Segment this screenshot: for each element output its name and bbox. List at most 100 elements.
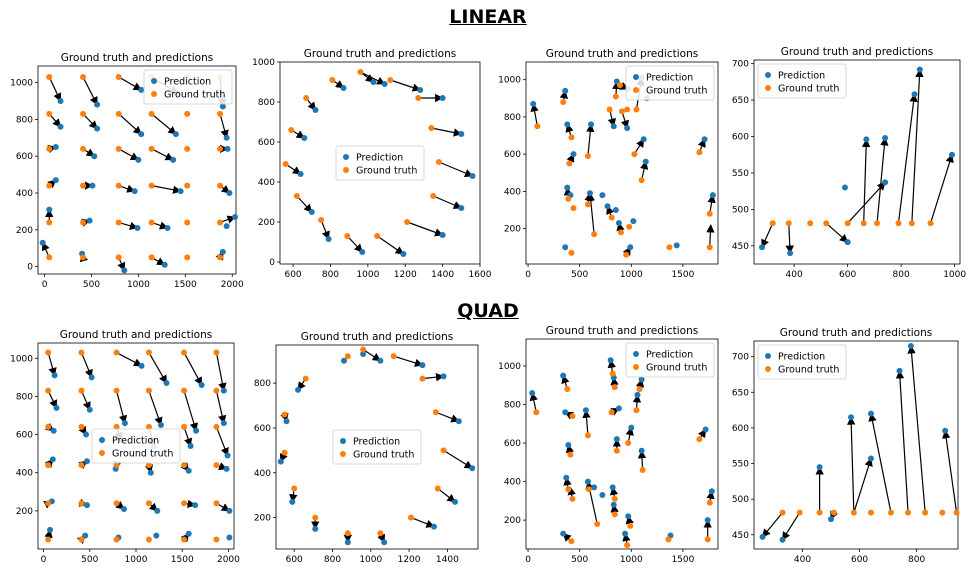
ground-truth-point (113, 536, 120, 543)
prediction-point (530, 100, 537, 107)
ground-truth-point (844, 220, 851, 227)
error-arrow (782, 512, 801, 541)
legend-label: Prediction (778, 352, 825, 363)
ground-truth-point (638, 177, 645, 184)
legend-label: Ground truth (646, 363, 707, 374)
x-tick-label: 500 (571, 270, 588, 280)
ground-truth-point (303, 95, 310, 101)
ground-truth-point (796, 509, 803, 516)
prediction-point (295, 386, 302, 393)
ground-truth-point (823, 220, 830, 227)
prediction-point (89, 182, 96, 189)
prediction-point (226, 190, 233, 197)
plot-area (275, 344, 479, 550)
legend-label: Ground truth (778, 365, 839, 376)
x-tick-label: 500 (81, 555, 98, 565)
prediction-point (458, 131, 465, 137)
legend: Prediction Ground truth (143, 69, 233, 105)
prediction-point (615, 220, 622, 227)
y-tick-label: 600 (732, 424, 749, 434)
x-tick-label: 600 (839, 270, 856, 280)
error-arrow (435, 411, 460, 423)
legend-marker (340, 438, 346, 444)
error-arrow (529, 392, 538, 413)
ground-truth-point (696, 149, 703, 156)
prediction-point (787, 250, 794, 257)
x-tick-label: 600 (851, 555, 868, 565)
y-tick-label: 1000 (498, 76, 521, 86)
error-arrow (48, 76, 62, 102)
error-arrow (897, 93, 918, 224)
ground-truth-point (213, 536, 220, 543)
error-arrow (215, 390, 227, 424)
plot-area (525, 61, 719, 265)
prediction-point (39, 239, 46, 246)
error-arrow (876, 137, 889, 224)
ground-truth-point (566, 160, 573, 167)
ground-truth-point (344, 353, 351, 360)
ground-truth-point (80, 145, 87, 152)
y-tick-label: 0 (27, 263, 33, 273)
ground-truth-point (45, 536, 52, 543)
ground-truth-point (666, 244, 673, 251)
x-tick-label: 1200 (394, 270, 417, 280)
y-tick-label: 600 (254, 424, 271, 434)
prediction-point (469, 173, 476, 179)
error-arrow (586, 192, 595, 235)
prediction-point (57, 123, 64, 130)
prediction-point (187, 443, 194, 449)
legend-label: Ground truth (353, 450, 414, 461)
ground-truth-point (611, 495, 618, 502)
prediction-point (138, 131, 145, 138)
ground-truth-point (113, 462, 120, 469)
y-tick-label: 600 (16, 152, 33, 162)
legend-marker (765, 72, 771, 78)
error-arrow (433, 195, 463, 209)
x-tick-label: 400 (786, 270, 803, 280)
y-tick-label: 1000 (498, 362, 521, 372)
y-tick-label: 400 (504, 187, 521, 197)
x-tick-label: 1500 (671, 270, 694, 280)
ground-truth-point (46, 219, 53, 226)
error-arrow (410, 517, 435, 528)
y-tick-label: 600 (732, 133, 749, 143)
y-tick-label: 400 (504, 478, 521, 488)
ground-truth-point (560, 99, 567, 106)
error-arrow (847, 416, 856, 513)
y-tick-label: 200 (258, 218, 275, 228)
y-tick-label: 800 (504, 401, 521, 411)
prediction-point (560, 530, 567, 537)
y-tick-label: 200 (504, 516, 521, 526)
ground-truth-point (887, 509, 894, 516)
error-arrow (148, 352, 168, 384)
ground-truth-point (217, 254, 224, 261)
ground-truth-point (419, 375, 426, 382)
prediction-point (88, 374, 95, 381)
x-tick-label: 0 (525, 555, 531, 565)
prediction-point (882, 134, 889, 141)
prediction-point (562, 244, 569, 251)
error-arrow (151, 185, 182, 194)
x-tick-label: 1000 (127, 280, 150, 290)
error-arrow (431, 127, 463, 137)
error-arrow (183, 426, 193, 447)
prediction-point (882, 179, 889, 186)
ground-truth-point (46, 110, 53, 117)
legend: Prediction Ground truth (91, 428, 181, 464)
error-arrow (929, 153, 954, 224)
error-arrow (825, 222, 849, 243)
x-tick-label: 800 (324, 555, 341, 565)
ground-truth-point (115, 145, 122, 152)
ground-truth-point (608, 214, 615, 221)
y-tick-label: 500 (732, 205, 749, 215)
prediction-point (440, 373, 447, 380)
ground-truth-point (46, 182, 53, 189)
x-tick-label: 1600 (469, 270, 492, 280)
ground-truth-point (706, 499, 713, 506)
ground-truth-point (145, 423, 152, 430)
prediction-point (164, 224, 171, 231)
legend-marker (765, 353, 771, 359)
chart-quad-2: Ground truth and predictions 600 800 1000 12… (254, 331, 479, 565)
prediction-point (185, 467, 192, 474)
ground-truth-point (78, 387, 85, 394)
